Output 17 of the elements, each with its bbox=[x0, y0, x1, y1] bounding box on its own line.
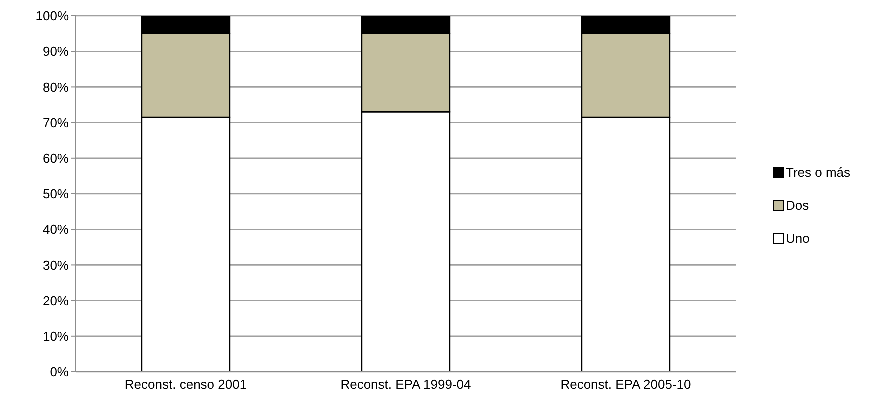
y-tick-label: 100% bbox=[36, 8, 70, 24]
y-tick-label: 30% bbox=[42, 258, 70, 273]
y-tick-label: 70% bbox=[42, 115, 70, 130]
y-tick-label: 0% bbox=[50, 364, 70, 380]
y-tick-label: 50% bbox=[42, 186, 70, 202]
legend-label: Dos bbox=[786, 198, 810, 213]
y-tick-label: 10% bbox=[42, 329, 70, 344]
y-tick-label: 80% bbox=[42, 80, 70, 95]
y-tick-label: 20% bbox=[42, 293, 70, 308]
y-tick-label: 60% bbox=[42, 151, 70, 166]
legend-label: Tres o más bbox=[786, 165, 851, 180]
y-tick-label: 90% bbox=[42, 44, 70, 60]
y-tick-label: 40% bbox=[42, 222, 70, 238]
x-tick-label: Reconst. EPA 2005-10 bbox=[560, 377, 692, 392]
x-tick-label: Reconst. censo 2001 bbox=[124, 377, 248, 392]
x-tick-label: Reconst. EPA 1999-04 bbox=[340, 377, 472, 392]
legend-label: Uno bbox=[786, 231, 810, 246]
